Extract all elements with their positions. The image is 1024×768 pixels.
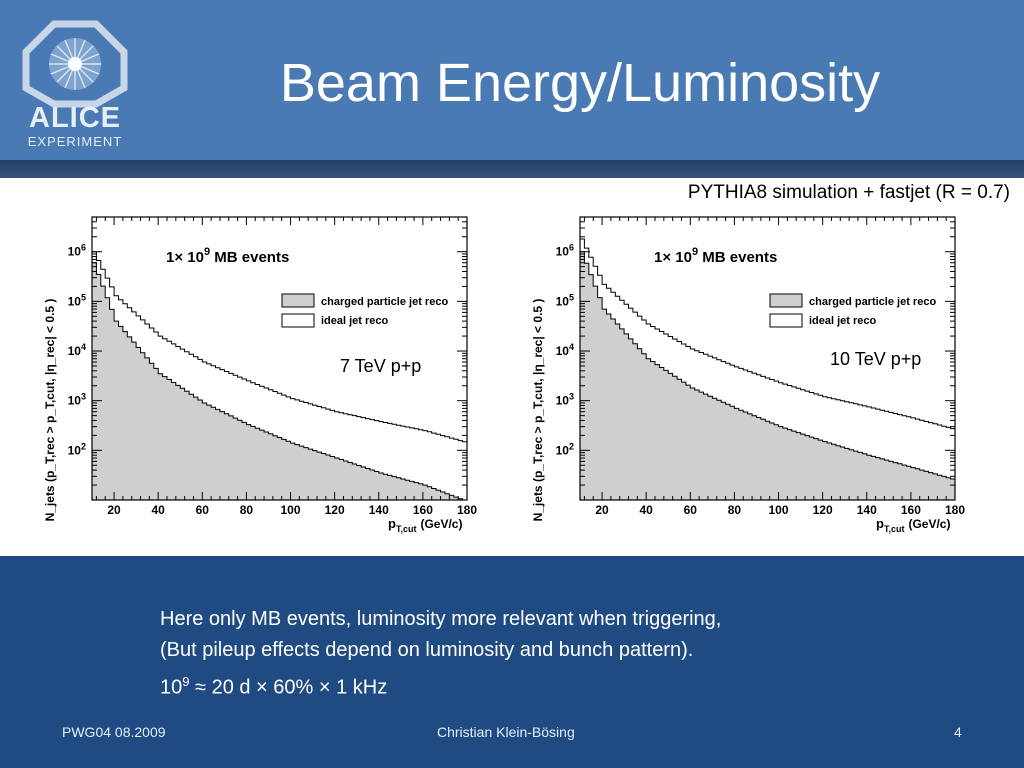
footer-author: Christian Klein-Bösing — [437, 724, 575, 740]
x-tick-label: 180 — [945, 503, 965, 517]
x-tick-label: 140 — [857, 503, 877, 517]
x-tick-label: 40 — [151, 503, 165, 517]
energy-label: 7 TeV p+p — [340, 356, 421, 376]
y-tick-label: 102 — [556, 441, 574, 457]
x-tick-label: 80 — [728, 503, 742, 517]
y-tick-label: 103 — [68, 392, 86, 408]
legend-swatch-ideal — [769, 313, 803, 328]
charged-jet-line — [92, 262, 464, 500]
legend-swatch-ideal — [281, 313, 315, 328]
ideal-jet-line — [580, 238, 955, 430]
y-axis-label: N_jets (p_T,rec > p_T,cut, |η_rec| < 0.5… — [531, 299, 545, 522]
body-line-3: 109 ≈ 20 d × 60% × 1 kHz — [160, 666, 920, 704]
legend-label-ideal: ideal jet reco — [809, 315, 877, 327]
y-tick-label: 106 — [68, 243, 86, 259]
footer-event: PWG04 08.2009 — [62, 724, 166, 740]
body-line-3-rest: ≈ 20 d × 60% × 1 kHz — [189, 676, 388, 699]
simulation-caption: PYTHIA8 simulation + fastjet (R = 0.7) — [687, 182, 1010, 203]
x-tick-label: 60 — [196, 503, 210, 517]
x-tick-label: 100 — [769, 503, 789, 517]
x-axis-label: pT,cut (GeV/c) — [388, 516, 462, 534]
y-tick-label: 106 — [556, 243, 574, 259]
body-line-1: Here only MB events, luminosity more rel… — [160, 608, 722, 630]
events-label: 1× 109 MB events — [166, 246, 289, 266]
body-line-3-exp: 9 — [182, 674, 190, 689]
y-tick-label: 103 — [556, 392, 574, 408]
logo-text: ALICE — [29, 102, 121, 134]
x-tick-label: 20 — [107, 503, 121, 517]
slide-body-text: Here only MB events, luminosity more rel… — [160, 604, 920, 704]
ideal-jet-line — [92, 251, 467, 444]
x-axis-label: pT,cut (GeV/c) — [876, 516, 950, 534]
slide-number: 4 — [954, 724, 962, 740]
y-axis-label: N_jets (p_T,rec > p_T,cut, |η_rec| < 0.5… — [43, 299, 57, 522]
x-tick-label: 120 — [325, 503, 345, 517]
alice-logo: ALICE EXPERIMENT — [14, 18, 136, 150]
y-tick-label: 105 — [556, 292, 574, 308]
plot-area — [580, 238, 955, 500]
header-divider — [0, 160, 1024, 178]
y-tick-label: 105 — [68, 292, 86, 308]
x-tick-label: 180 — [457, 503, 477, 517]
logo-subtext: EXPERIMENT — [27, 134, 123, 149]
jet-spectrum-plot-7tev: 20 40 60 80 100 120 140 160 180 102 103 104 105 106 pT… — [43, 216, 477, 534]
charged-jet-line — [580, 251, 955, 481]
body-line-2: (But pileup effects depend on luminosity… — [160, 639, 694, 661]
x-tick-label: 80 — [240, 503, 254, 517]
legend-swatch-charged — [281, 293, 315, 308]
legend-swatch-charged — [769, 293, 803, 308]
legend-label-charged: charged particle jet reco — [809, 296, 936, 308]
x-tick-label: 160 — [413, 503, 433, 517]
plot-area — [92, 251, 467, 500]
body-line-3-base: 10 — [160, 676, 183, 699]
y-tick-label: 102 — [68, 441, 86, 457]
x-tick-label: 160 — [901, 503, 921, 517]
charged-jet-area — [92, 262, 467, 500]
legend-label-charged: charged particle jet reco — [321, 296, 448, 308]
slide-title: Beam Energy/Luminosity — [279, 53, 881, 113]
events-label: 1× 109 MB events — [654, 246, 777, 266]
x-tick-label: 60 — [684, 503, 698, 517]
x-tick-label: 120 — [813, 503, 833, 517]
x-tick-label: 140 — [369, 503, 389, 517]
energy-label: 10 TeV p+p — [830, 349, 921, 369]
y-tick-label: 104 — [556, 342, 574, 358]
jet-spectrum-plot-10tev: 20 40 60 80 100 120 140 160 180 102 103 104 105 106 pT… — [531, 216, 965, 534]
legend-label-ideal: ideal jet reco — [321, 315, 389, 327]
charged-jet-area — [580, 251, 955, 500]
x-tick-label: 40 — [639, 503, 653, 517]
alice-octagon-icon — [22, 20, 128, 108]
y-tick-label: 104 — [68, 342, 86, 358]
x-tick-label: 20 — [595, 503, 609, 517]
x-tick-label: 100 — [281, 503, 301, 517]
slide-header — [0, 0, 1024, 160]
